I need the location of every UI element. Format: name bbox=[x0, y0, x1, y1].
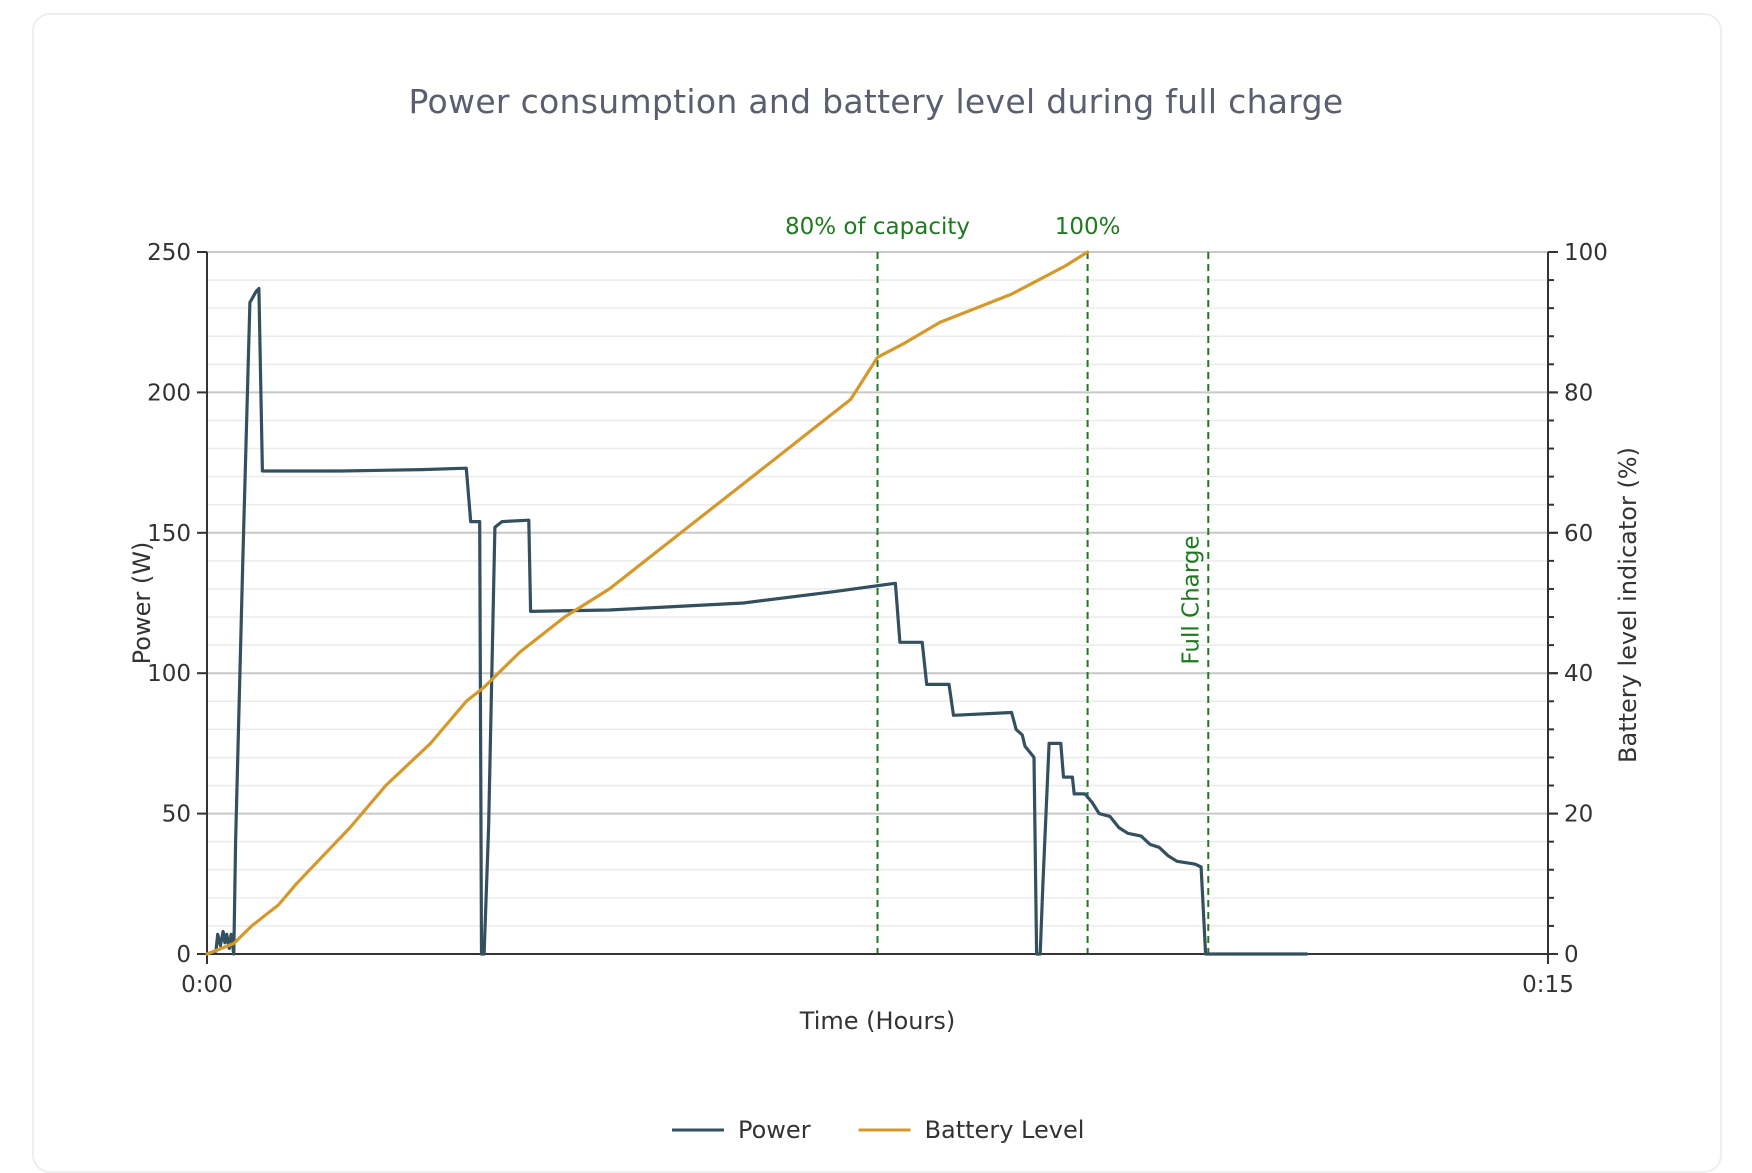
legend-label-battery: Battery Level bbox=[925, 1116, 1085, 1144]
chart-title: Power consumption and battery level duri… bbox=[408, 82, 1344, 121]
right-tick-label: 80 bbox=[1564, 380, 1593, 406]
x-tick-label: 0:15 bbox=[1522, 972, 1574, 998]
left-tick-label: 200 bbox=[147, 380, 191, 406]
power-line bbox=[205, 286, 1309, 956]
legend-label-power: Power bbox=[738, 1116, 811, 1144]
left-tick-label: 50 bbox=[162, 802, 191, 828]
legend: Power Battery Level bbox=[672, 1116, 1084, 1144]
x-tick-label: 0:00 bbox=[181, 972, 233, 998]
x-axis-title: Time (Hours) bbox=[799, 1007, 955, 1035]
left-tick-label: 100 bbox=[147, 661, 191, 687]
right-tick-label: 60 bbox=[1564, 521, 1593, 547]
right-tick-label: 100 bbox=[1564, 240, 1608, 266]
left-tick-label: 250 bbox=[147, 240, 191, 266]
left-tick-label: 0 bbox=[176, 942, 191, 968]
left-tick-label: 150 bbox=[147, 521, 191, 547]
y-axis-title: Power (W) bbox=[128, 542, 156, 665]
series-layer bbox=[205, 250, 1309, 956]
y2-axis-title: Battery level indicator (%) bbox=[1614, 447, 1642, 763]
annotation-label-80-percent: 80% of capacity bbox=[785, 214, 970, 240]
annotation-layer: 80% of capacity 100% Full Charge bbox=[785, 214, 1210, 954]
right-tick-label: 40 bbox=[1564, 661, 1593, 687]
battery-level-line bbox=[205, 250, 1090, 956]
annotation-label-full-charge: Full Charge bbox=[1178, 535, 1204, 664]
right-tick-label: 20 bbox=[1564, 802, 1593, 828]
annotation-label-100-percent: 100% bbox=[1055, 214, 1121, 240]
axes: 0 50 100 150 200 250 0 20 40 60 80 100 0:00 0:15 Time … bbox=[128, 240, 1642, 1035]
right-tick-label: 0 bbox=[1564, 942, 1579, 968]
